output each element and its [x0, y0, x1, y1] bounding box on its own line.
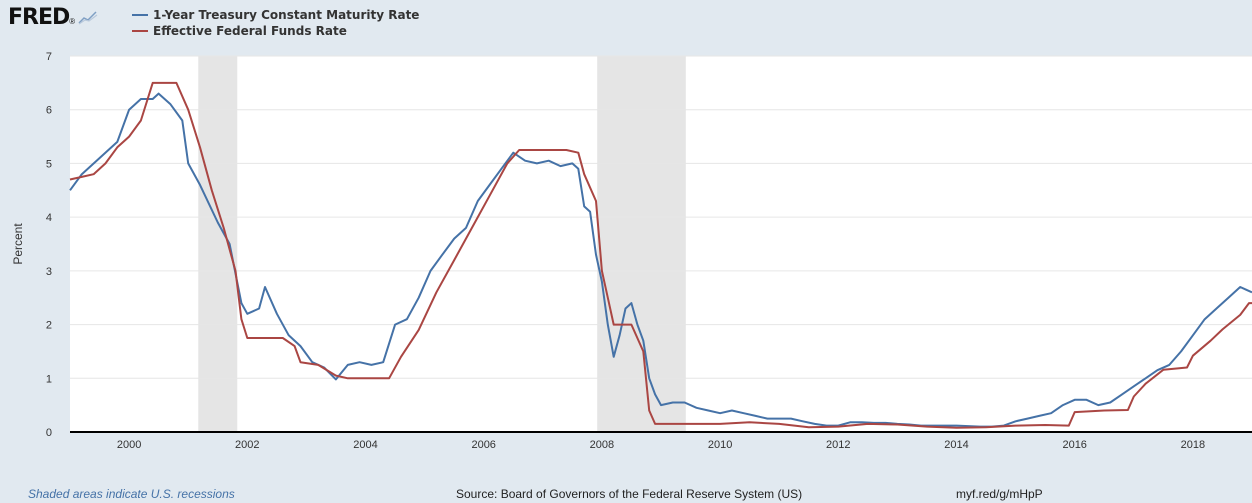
y-tick-label-4: 4: [46, 212, 52, 224]
x-tick-label-2008: 2008: [590, 439, 614, 451]
x-tick-label-2000: 2000: [117, 439, 141, 451]
recession-note: Shaded areas indicate U.S. recessions: [28, 487, 235, 501]
legend-label-treasury: 1-Year Treasury Constant Maturity Rate: [153, 8, 420, 22]
x-tick-label-2002: 2002: [235, 439, 259, 451]
series-lines: [69, 81, 1252, 429]
x-tick-label-2004: 2004: [353, 439, 377, 451]
x-tick-label-2016: 2016: [1062, 439, 1086, 451]
source-text: Source: Board of Governors of the Federa…: [456, 487, 803, 501]
x-tick-label-2012: 2012: [826, 439, 850, 451]
legend-item-fedfunds[interactable]: Effective Federal Funds Rate: [132, 23, 419, 39]
chart-legend: 1-Year Treasury Constant Maturity Rate E…: [132, 7, 419, 39]
series-line-treasury[interactable]: [69, 92, 1252, 428]
y-axis-label: Percent: [11, 223, 25, 265]
x-tick-label-2018: 2018: [1181, 439, 1205, 451]
gridlines: [70, 55, 1252, 379]
x-tick-label-2014: 2014: [944, 439, 968, 451]
registered-mark: ®: [69, 17, 76, 26]
y-tick-label-7: 7: [46, 51, 52, 63]
series-line-fedfunds[interactable]: [69, 81, 1252, 429]
recession-band-1: [198, 56, 238, 432]
legend-label-fedfunds: Effective Federal Funds Rate: [153, 24, 347, 38]
x-axis-ticks: 2000 2002 2004 2006 2008 2010 2012 2014 2016 2018: [117, 439, 1205, 451]
recession-shading: [198, 56, 686, 432]
x-tick-label-2010: 2010: [708, 439, 732, 451]
x-tick-label-2006: 2006: [471, 439, 495, 451]
y-axis-ticks: 0 1 2 3 4 5 6 7: [46, 51, 52, 439]
y-tick-label-0: 0: [46, 427, 52, 439]
legend-item-treasury[interactable]: 1-Year Treasury Constant Maturity Rate: [132, 7, 419, 23]
y-tick-label-3: 3: [46, 266, 52, 278]
chart-logo-icon: [78, 11, 98, 25]
fred-logo: FRED ®: [8, 4, 98, 30]
fred-logo-text: FRED: [8, 4, 70, 30]
recession-band-2: [597, 56, 686, 432]
y-tick-label-1: 1: [46, 373, 52, 385]
y-tick-label-5: 5: [46, 158, 52, 170]
y-tick-label-6: 6: [46, 105, 52, 117]
y-tick-label-2: 2: [46, 320, 52, 332]
legend-swatch-fedfunds: [132, 30, 148, 32]
short-url-link[interactable]: myf.red/g/mHpP: [956, 487, 1043, 501]
legend-swatch-treasury: [132, 14, 148, 16]
x-axis-band: [70, 433, 1252, 453]
